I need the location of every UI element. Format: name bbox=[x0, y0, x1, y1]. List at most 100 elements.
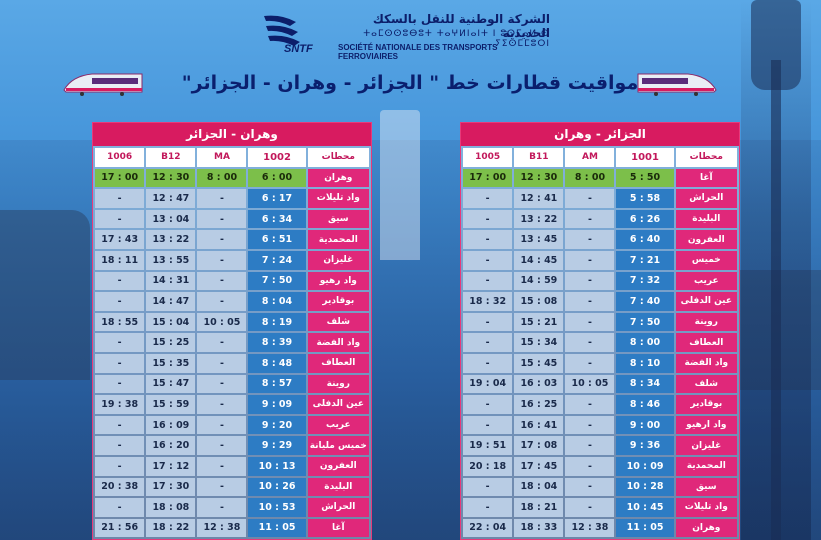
departure-time: 16 : 20 bbox=[146, 436, 196, 455]
departure-time: 6 : 40 bbox=[616, 230, 674, 249]
departure-time: 15 : 08 bbox=[514, 292, 564, 311]
departure-time: 12 : 30 bbox=[146, 168, 196, 188]
station-name: عريب bbox=[307, 415, 369, 435]
departure-time: - bbox=[95, 271, 145, 291]
column-header-train: B11 bbox=[514, 148, 564, 167]
departure-time: 8 : 46 bbox=[616, 395, 674, 414]
departure-time: - bbox=[197, 271, 247, 291]
departure-time: - bbox=[565, 250, 615, 270]
departure-time: 9 : 20 bbox=[248, 415, 306, 435]
departure-time: - bbox=[197, 395, 247, 414]
departure-time: - bbox=[463, 271, 513, 291]
departure-time: 13 : 22 bbox=[146, 230, 196, 249]
table-row: -16 : 20-9 : 29 خميس مليانة bbox=[95, 436, 369, 455]
departure-time: 15 : 35 bbox=[146, 353, 196, 373]
departure-time: 9 : 00 bbox=[616, 415, 674, 435]
table-row: -13 : 45-6 : 40 العفرون bbox=[463, 230, 737, 249]
station-name: واد الفضة bbox=[307, 333, 369, 352]
background-locomotive bbox=[0, 210, 90, 380]
departure-time: 17 : 00 bbox=[463, 168, 513, 188]
table-row: 19 : 38 15 : 59-9 : 09 عين الدفلى bbox=[95, 395, 369, 414]
station-name: سيق bbox=[675, 477, 737, 497]
departure-time: 14 : 31 bbox=[146, 271, 196, 291]
column-header-stations: محطات bbox=[675, 148, 737, 167]
page-title: مواقيت قطارات خط " الجزائر - وهران - الج… bbox=[181, 72, 639, 94]
table-row: 19 : 04 16 : 03 10 : 05 8 : 34 شلف bbox=[463, 374, 737, 394]
station-name: واد ارهيو bbox=[675, 415, 737, 435]
departure-time: 19 : 51 bbox=[463, 436, 513, 455]
departure-time: 19 : 38 bbox=[95, 395, 145, 414]
departure-time: 17 : 45 bbox=[514, 456, 564, 476]
timetable-algiers-oran: الجزائر - وهران 1005 B11 AM 1001 محطات 17 : 0… bbox=[460, 122, 740, 540]
departure-time: - bbox=[565, 395, 615, 414]
departure-time: - bbox=[197, 292, 247, 311]
departure-time: 18 : 11 bbox=[95, 250, 145, 270]
departure-time: 8 : 04 bbox=[248, 292, 306, 311]
station-name: الحراش bbox=[307, 498, 369, 517]
departure-time: 20 : 18 bbox=[463, 456, 513, 476]
departure-time: 21 : 56 bbox=[95, 518, 145, 538]
station-name: العفرون bbox=[307, 456, 369, 476]
departure-time: 17 : 00 bbox=[95, 168, 145, 188]
departure-time: - bbox=[197, 333, 247, 352]
table-row: 17 : 43 13 : 22-6 : 51 المحمدية bbox=[95, 230, 369, 249]
departure-time: 10 : 05 bbox=[565, 374, 615, 394]
table-row: -15 : 45-8 : 10 واد الفضة bbox=[463, 353, 737, 373]
departure-time: 8 : 39 bbox=[248, 333, 306, 352]
departure-time: - bbox=[197, 436, 247, 455]
departure-time: - bbox=[95, 374, 145, 394]
departure-time: 14 : 45 bbox=[514, 250, 564, 270]
departure-time: 10 : 09 bbox=[616, 456, 674, 476]
departure-time: - bbox=[95, 189, 145, 208]
column-header-train: 1006 bbox=[95, 148, 145, 167]
departure-time: - bbox=[463, 189, 513, 208]
departure-time: - bbox=[463, 250, 513, 270]
departure-time: - bbox=[565, 189, 615, 208]
station-name: وهران bbox=[675, 518, 737, 538]
station-name: المحمدية bbox=[675, 456, 737, 476]
departure-time: 12 : 38 bbox=[197, 518, 247, 538]
station-name: عين الدفلى bbox=[307, 395, 369, 414]
departure-time: 14 : 47 bbox=[146, 292, 196, 311]
departure-time: - bbox=[565, 436, 615, 455]
station-name: آغا bbox=[307, 518, 369, 538]
departure-time: - bbox=[95, 209, 145, 229]
table-row: -18 : 21-10 : 45 واد تليلات bbox=[463, 498, 737, 517]
table-row: 20 : 18 17 : 45-10 : 09 المحمدية bbox=[463, 456, 737, 476]
table-row: -12 : 41-5 : 58 الحراش bbox=[463, 189, 737, 208]
station-name: عين الدفلى bbox=[675, 292, 737, 311]
departure-time: - bbox=[95, 353, 145, 373]
departure-time: - bbox=[197, 209, 247, 229]
departure-time: 12 : 47 bbox=[146, 189, 196, 208]
station-name: بوقادير bbox=[307, 292, 369, 311]
departure-time: 7 : 50 bbox=[248, 271, 306, 291]
background-minaret bbox=[380, 110, 420, 260]
departure-time: 18 : 32 bbox=[463, 292, 513, 311]
schedule-table: 1005 B11 AM 1001 محطات 17 : 00 12 : 30 8 : 00 5 … bbox=[461, 146, 739, 540]
departure-time: - bbox=[197, 415, 247, 435]
table-row: -16 : 41-9 : 00 واد ارهيو bbox=[463, 415, 737, 435]
departure-time: - bbox=[197, 189, 247, 208]
departure-time: 13 : 04 bbox=[146, 209, 196, 229]
station-name: غليزان bbox=[675, 436, 737, 455]
departure-time: 11 : 05 bbox=[616, 518, 674, 538]
departure-time: - bbox=[197, 477, 247, 497]
table-row: -14 : 45-7 : 21 خميس bbox=[463, 250, 737, 270]
departure-time: 17 : 43 bbox=[95, 230, 145, 249]
lamp-post bbox=[771, 60, 781, 540]
departure-time: 6 : 17 bbox=[248, 189, 306, 208]
station-name: روينة bbox=[675, 312, 737, 332]
departure-time: - bbox=[95, 415, 145, 435]
departure-time: 13 : 22 bbox=[514, 209, 564, 229]
table-row: -15 : 25-8 : 39 واد الفضة bbox=[95, 333, 369, 352]
station-name: العطاف bbox=[675, 333, 737, 352]
station-name: واد رهيو bbox=[307, 271, 369, 291]
station-name: شلف bbox=[675, 374, 737, 394]
station-name: بوقادير bbox=[675, 395, 737, 414]
station-name: واد الفضة bbox=[675, 353, 737, 373]
departure-time: - bbox=[565, 312, 615, 332]
departure-time: 10 : 13 bbox=[248, 456, 306, 476]
departure-time: - bbox=[463, 209, 513, 229]
departure-time: 12 : 38 bbox=[565, 518, 615, 538]
departure-time: 6 : 51 bbox=[248, 230, 306, 249]
